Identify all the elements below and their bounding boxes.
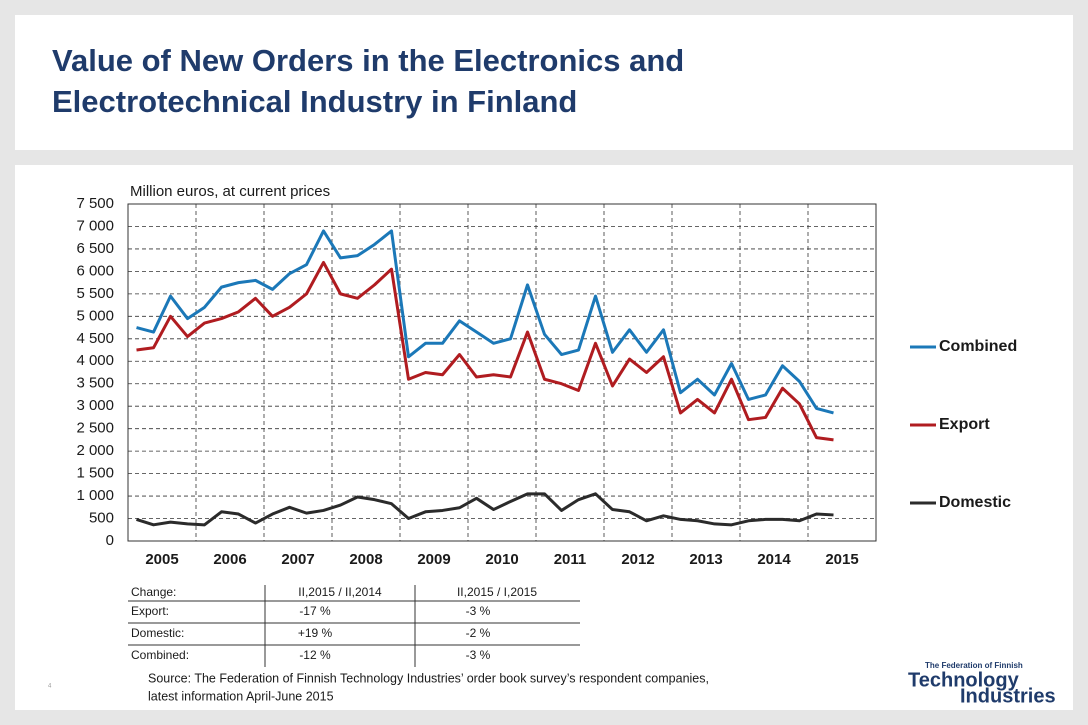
y-tick-label: 7 000 bbox=[76, 217, 114, 234]
series-line bbox=[136, 260, 834, 442]
table-cell: Combined: bbox=[131, 648, 189, 662]
y-tick-label: 0 bbox=[106, 532, 114, 549]
legend-label: Combined bbox=[939, 338, 1017, 355]
legend-label: Export bbox=[939, 416, 990, 433]
x-tick-label: 2009 bbox=[417, 551, 450, 568]
logo-text: Technology bbox=[908, 669, 1020, 691]
series-line bbox=[136, 492, 834, 527]
x-tick-label: 2007 bbox=[281, 551, 314, 568]
y-tick-label: 1 500 bbox=[76, 465, 114, 482]
table-cell: +19 % bbox=[298, 626, 333, 640]
source: Source: The Federation of Finnish Techno… bbox=[148, 671, 709, 685]
table-header: II,2015 / II,2014 bbox=[298, 585, 382, 599]
source: latest information April-June 2015 bbox=[148, 689, 334, 703]
axis-subtitle: Million euros, at current prices bbox=[130, 183, 330, 200]
y-tick-label: 2 000 bbox=[76, 442, 114, 459]
table-cell: -17 % bbox=[299, 604, 331, 618]
table-cell: -12 % bbox=[299, 648, 331, 662]
title-panel bbox=[15, 15, 1073, 150]
chart-panel bbox=[15, 165, 1073, 710]
slide-title: Electrotechnical Industry in Finland bbox=[52, 84, 577, 119]
x-tick-label: 2006 bbox=[213, 551, 246, 568]
y-tick-label: 4 500 bbox=[76, 330, 114, 347]
y-tick-label: 4 000 bbox=[76, 352, 114, 369]
table-cell: Export: bbox=[131, 604, 169, 618]
x-tick-label: 2011 bbox=[554, 551, 587, 568]
x-tick-label: 2008 bbox=[349, 551, 382, 568]
legend-label: Domestic bbox=[939, 494, 1011, 511]
y-tick-label: 6 500 bbox=[76, 240, 114, 257]
y-tick-label: 500 bbox=[89, 510, 114, 527]
y-tick-label: 2 500 bbox=[76, 420, 114, 437]
x-tick-label: 2010 bbox=[485, 551, 518, 568]
x-tick-label: 2015 bbox=[825, 551, 858, 568]
table-cell: Domestic: bbox=[131, 626, 184, 640]
page-number: 4 bbox=[48, 684, 52, 690]
y-tick-label: 5 000 bbox=[76, 307, 114, 324]
plot-frame bbox=[127, 203, 877, 542]
table-cell: -3 % bbox=[466, 648, 491, 662]
x-tick-label: 2014 bbox=[757, 551, 791, 568]
y-tick-label: 7 500 bbox=[76, 195, 114, 212]
y-tick-label: 5 500 bbox=[76, 285, 114, 302]
table-cell: -2 % bbox=[466, 626, 491, 640]
x-tick-label: 2013 bbox=[689, 551, 722, 568]
y-tick-label: 3 000 bbox=[76, 397, 114, 414]
table-header: Change: bbox=[131, 585, 176, 599]
slide-title: Value of New Orders in the Electronics a… bbox=[52, 43, 684, 78]
table-cell: -3 % bbox=[466, 604, 491, 618]
y-tick-label: 1 000 bbox=[76, 487, 114, 504]
x-tick-label: 2005 bbox=[145, 551, 178, 568]
logo-text: Industries bbox=[960, 685, 1056, 707]
y-tick-label: 6 000 bbox=[76, 262, 114, 279]
x-tick-label: 2012 bbox=[621, 551, 654, 568]
y-tick-label: 3 500 bbox=[76, 375, 114, 392]
logo-text: The Federation of Finnish bbox=[925, 661, 1023, 670]
series-line bbox=[136, 229, 834, 415]
table-header: II,2015 / I,2015 bbox=[457, 585, 537, 599]
